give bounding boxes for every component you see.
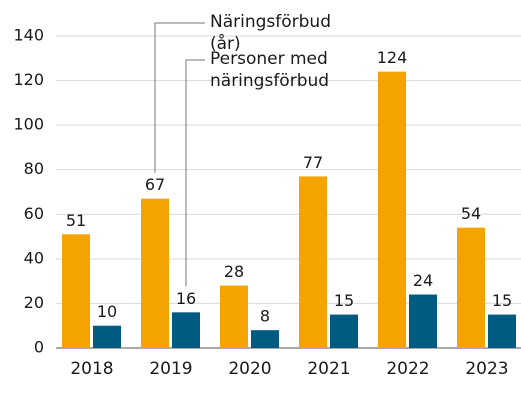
- x-tick-label: 2021: [307, 359, 350, 379]
- y-tick-label: 80: [24, 159, 44, 178]
- x-tick-label: 2018: [70, 359, 113, 379]
- data-label: 24: [413, 271, 433, 290]
- bar: [409, 294, 437, 348]
- data-label: 28: [224, 262, 244, 281]
- bar: [172, 312, 200, 348]
- bar: [62, 234, 90, 348]
- legend-entry: Näringsförbud (år): [210, 12, 332, 54]
- data-label: 67: [145, 175, 165, 194]
- y-tick-label: 100: [13, 115, 44, 134]
- bar: [488, 314, 516, 348]
- data-label: 8: [260, 307, 270, 326]
- bar: [93, 325, 121, 348]
- bar: [330, 314, 358, 348]
- bar: [378, 71, 406, 349]
- data-label: 15: [492, 291, 512, 310]
- y-tick-label: 120: [13, 70, 44, 89]
- data-label: 16: [176, 289, 196, 308]
- y-tick-label: 0: [34, 338, 44, 357]
- x-tick-label: 2023: [465, 359, 508, 379]
- data-label: 77: [303, 153, 323, 172]
- leader-line: [154, 22, 205, 173]
- data-label: 10: [97, 302, 117, 321]
- x-tick-label: 2022: [386, 359, 429, 379]
- bar: [220, 285, 248, 348]
- bar: [299, 176, 327, 348]
- data-label: 54: [461, 204, 481, 223]
- y-tick-label: 20: [24, 293, 44, 312]
- y-tick-label: 40: [24, 248, 44, 267]
- data-label: 51: [66, 211, 86, 230]
- leader-line: [185, 59, 205, 287]
- x-tick-label: 2020: [228, 359, 271, 379]
- bar: [251, 330, 279, 348]
- data-label: 124: [377, 48, 408, 67]
- x-tick-label: 2019: [149, 359, 192, 379]
- data-label: 15: [334, 291, 354, 310]
- y-tick-label: 60: [24, 204, 44, 223]
- legend-entry: Personer med näringsförbud: [210, 49, 330, 91]
- bar: [457, 227, 485, 348]
- bar: [141, 198, 169, 348]
- y-tick-label: 140: [13, 26, 44, 45]
